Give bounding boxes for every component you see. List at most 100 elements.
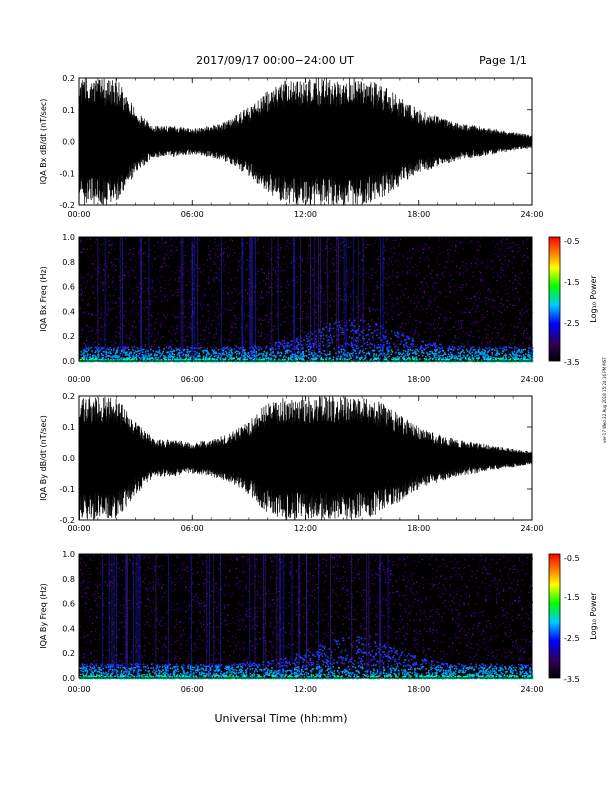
spectrogram-noise-pixel (87, 268, 88, 269)
spectrogram-noise-pixel (501, 324, 502, 325)
spectrogram-noise-pixel (205, 330, 206, 331)
spectrogram-noise-pixel (467, 332, 468, 333)
spectrogram-energy-pixel (173, 350, 175, 352)
spectrogram-noise-pixel (400, 330, 401, 331)
spectrogram-noise-pixel (227, 344, 228, 345)
spectrogram-energy-pixel (374, 330, 376, 332)
spectrogram-noise-pixel (506, 293, 507, 294)
spectrogram-noise-pixel (264, 273, 265, 274)
spectrogram-noise-pixel (189, 327, 190, 328)
spectrogram-noise-pixel (223, 252, 224, 253)
spectrogram-noise-pixel (477, 346, 478, 347)
spectrogram-noise-pixel (454, 292, 455, 293)
spectrogram-noise-pixel (102, 254, 103, 255)
spectrogram-noise-pixel (407, 298, 408, 299)
spectrogram-energy-pixel (506, 349, 508, 351)
spectrogram-energy-pixel (478, 351, 480, 353)
spectrogram-noise-pixel (307, 262, 308, 263)
spectrogram-noise-pixel (460, 245, 461, 246)
spectrogram-energy-pixel (146, 358, 148, 360)
spectrogram-noise-pixel (211, 258, 212, 259)
spectrogram-noise-pixel (450, 305, 451, 306)
spectrogram-noise-pixel (317, 337, 318, 338)
spectrogram-noise-pixel (231, 340, 232, 341)
spectrogram-noise-pixel (401, 312, 402, 313)
spectrogram-energy-pixel (388, 350, 390, 352)
spectrogram-noise-pixel (156, 297, 157, 298)
spectrogram-noise-pixel (498, 310, 499, 311)
spectrogram-energy-pixel (404, 339, 406, 341)
spectrogram-noise-pixel (429, 340, 430, 341)
spectrogram-noise-pixel (168, 331, 169, 332)
spectrogram-energy-pixel (142, 351, 144, 353)
spectrogram-energy-pixel (326, 326, 328, 328)
spectrogram-noise-pixel (331, 341, 332, 342)
spectrogram-noise-pixel (473, 336, 474, 337)
spectrogram-energy-pixel (286, 350, 288, 352)
spectrogram-noise-pixel (461, 335, 462, 336)
spectrogram-noise-pixel (416, 327, 417, 328)
spectrogram-noise-pixel (304, 298, 305, 299)
spectrogram-noise-pixel (307, 256, 308, 257)
spectrogram-noise-pixel (511, 250, 512, 251)
spectrogram-energy-pixel (351, 353, 353, 355)
spectrogram-noise-pixel (231, 279, 232, 280)
spectrogram-energy-pixel (395, 358, 397, 360)
spectrogram-noise-pixel (481, 317, 482, 318)
spectrogram-energy-pixel (395, 352, 397, 354)
spectrogram-noise-pixel (530, 298, 531, 299)
spectrogram-noise-pixel (526, 240, 527, 241)
spectrogram-noise-pixel (469, 320, 470, 321)
spectrogram-noise-pixel (187, 291, 188, 292)
spectrogram-noise-pixel (279, 253, 280, 254)
spectrogram-noise-pixel (134, 327, 135, 328)
spectrogram-energy-pixel (167, 351, 169, 353)
spectrogram-noise-pixel (339, 238, 340, 239)
spectrogram-noise-pixel (113, 264, 114, 265)
spectrogram-noise-pixel (345, 245, 346, 246)
spectrogram-noise-pixel (501, 263, 502, 264)
spectrogram-energy-pixel (190, 347, 192, 349)
spectrogram-energy-pixel (486, 358, 488, 360)
spectrogram-energy-pixel (448, 348, 450, 350)
spectrogram-noise-pixel (527, 332, 528, 333)
spectrogram-noise-pixel (433, 324, 434, 325)
spectrogram-noise-pixel (385, 334, 386, 335)
spectrogram-noise-pixel (147, 290, 148, 291)
spectrogram-noise-pixel (234, 335, 235, 336)
spectrogram-noise-pixel (365, 327, 366, 328)
spectrogram-noise-pixel (218, 309, 219, 310)
spectrogram-energy-pixel (187, 346, 189, 348)
spectrogram-noise-pixel (508, 352, 509, 353)
spectrogram-noise-pixel (492, 355, 493, 356)
spectrogram-noise-pixel (470, 346, 471, 347)
spectrogram-noise-pixel (103, 243, 104, 244)
spectrogram-noise-pixel (131, 294, 132, 295)
spectrogram-noise-pixel (199, 285, 200, 286)
spectrogram-noise-pixel (503, 336, 504, 337)
spectrogram-noise-pixel (80, 252, 81, 253)
spectrogram-noise-pixel (306, 313, 307, 314)
spectrogram-noise-pixel (188, 277, 189, 278)
spectrogram-noise-pixel (357, 343, 358, 344)
spectrogram-energy-pixel (387, 340, 389, 342)
spectrogram-noise-pixel (117, 259, 118, 260)
spectrogram-noise-pixel (233, 249, 234, 250)
spectrogram-noise-pixel (449, 329, 450, 330)
spectrogram-noise-pixel (207, 305, 208, 306)
spectrogram-energy-pixel (170, 351, 172, 353)
spectrogram-energy-pixel (211, 355, 213, 357)
spectrogram-noise-pixel (514, 350, 515, 351)
spectrogram-noise-pixel (245, 340, 246, 341)
spectrogram-energy-pixel (435, 346, 437, 348)
spectrogram-noise-pixel (208, 337, 209, 338)
spectrogram-energy-pixel (323, 338, 325, 340)
spectrogram-noise-pixel (470, 280, 471, 281)
spectrogram-noise-pixel (482, 285, 483, 286)
spectrogram-noise-pixel (488, 324, 489, 325)
spectrogram-noise-pixel (348, 247, 349, 248)
spectrogram-noise-pixel (462, 287, 463, 288)
spectrogram-noise-pixel (341, 299, 342, 300)
spectrogram-noise-pixel (238, 331, 239, 332)
spectrogram-energy-pixel (188, 353, 190, 355)
